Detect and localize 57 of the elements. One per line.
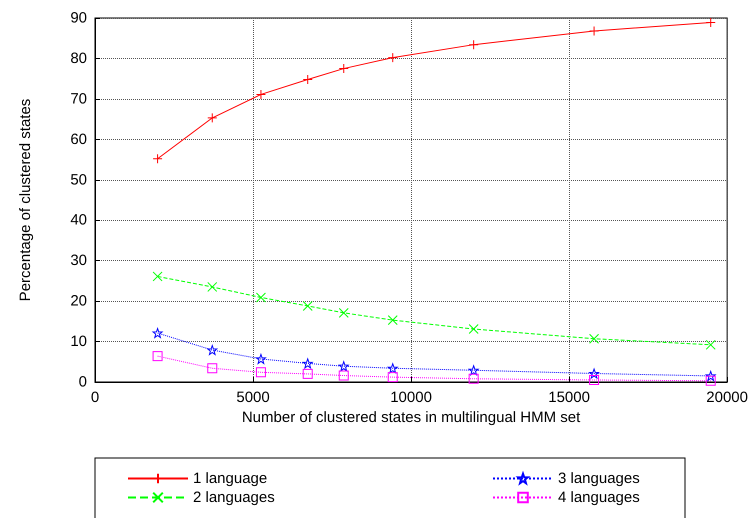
- point: [207, 282, 218, 292]
- point: [589, 334, 600, 344]
- y-tick-label: 40: [70, 212, 87, 229]
- y-tick-label: 50: [70, 171, 87, 188]
- legend-label: 2 languages: [193, 489, 275, 506]
- x-tick-label: 10000: [390, 389, 432, 406]
- point: [207, 112, 218, 123]
- point: [388, 315, 398, 326]
- point: [706, 370, 716, 381]
- x-tick-label: 0: [90, 389, 100, 406]
- point: [207, 345, 218, 356]
- point: [152, 328, 163, 338]
- y-tick-label: 20: [70, 292, 87, 310]
- point: [468, 40, 479, 50]
- point: [256, 292, 266, 302]
- point: [152, 154, 163, 164]
- point: [302, 368, 313, 379]
- point: [589, 368, 600, 379]
- point: [302, 358, 313, 368]
- point: [256, 354, 266, 364]
- point: [388, 372, 398, 382]
- y-tick-label: 80: [70, 50, 87, 67]
- point: [468, 324, 479, 334]
- point: [338, 64, 349, 74]
- y-tick-label: 90: [70, 10, 87, 26]
- x-tick-label: 15000: [548, 389, 590, 406]
- point: [589, 26, 600, 36]
- point: [152, 351, 163, 362]
- point: [302, 74, 313, 84]
- legend-label: 3 languages: [558, 470, 640, 487]
- point: [152, 271, 163, 282]
- legend-label: 4 languages: [558, 489, 640, 506]
- point: [589, 374, 600, 385]
- y-axis-title: Percentage of clustered states: [17, 98, 34, 302]
- legend-label: 1 language: [193, 470, 268, 487]
- point: [706, 376, 716, 386]
- point: [388, 52, 398, 63]
- point: [706, 17, 716, 28]
- point: [207, 363, 218, 374]
- point: [706, 340, 716, 350]
- point: [468, 374, 479, 384]
- point: [302, 300, 313, 311]
- x-tick-label: 5000: [236, 389, 270, 406]
- point: [468, 365, 479, 376]
- y-tick-label: 10: [70, 333, 87, 350]
- x-axis-title: Number of clustered states in multilingual HMM set: [242, 409, 582, 426]
- x-tick-label: 20000: [706, 389, 748, 406]
- point: [338, 370, 349, 381]
- point: [338, 361, 349, 372]
- y-tick-label: 0: [78, 374, 87, 390]
- point: [388, 363, 398, 374]
- y-tick-label: 60: [70, 130, 87, 148]
- point: [256, 89, 266, 100]
- point: [338, 308, 349, 318]
- y-tick-label: 30: [70, 252, 87, 270]
- point: [256, 367, 266, 378]
- y-tick-label: 70: [70, 90, 87, 108]
